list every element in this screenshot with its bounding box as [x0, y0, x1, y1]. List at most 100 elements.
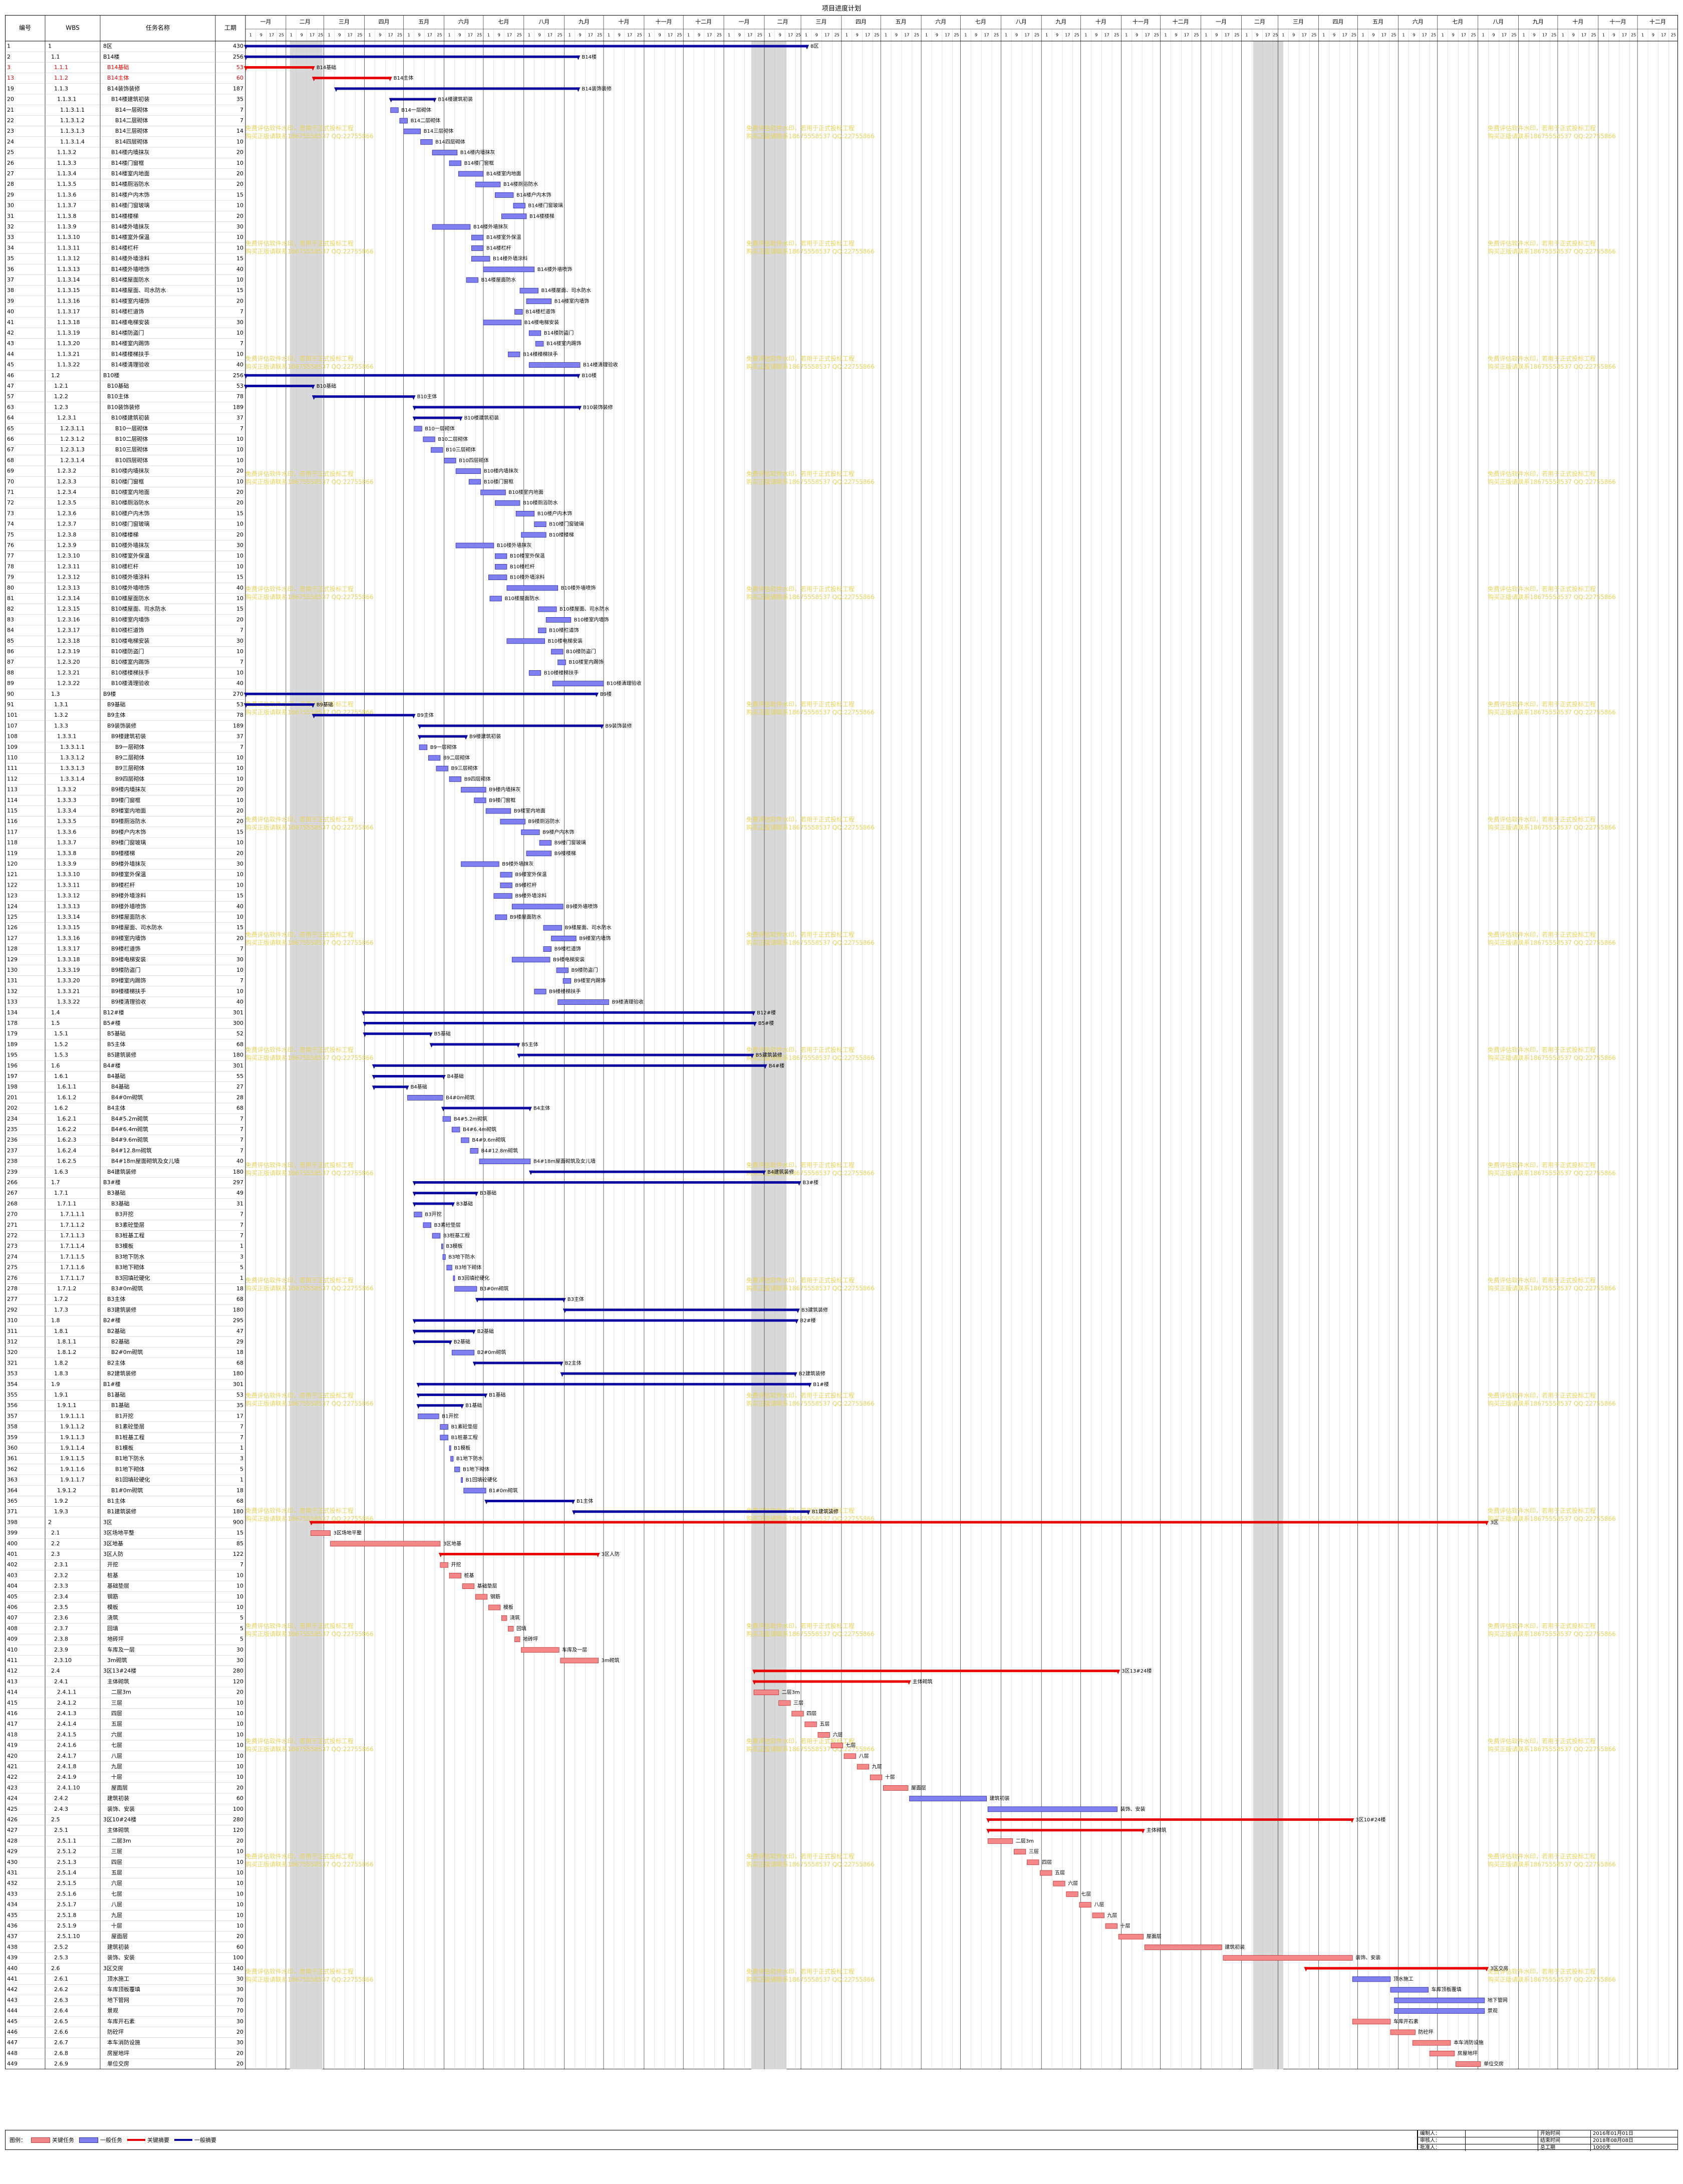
bar-label: 二层3m [782, 1690, 800, 1696]
task-id: 431 [7, 1869, 18, 1876]
summary-bar-start-cap [412, 1202, 417, 1207]
watermark-line: 购买正版请联系18675558537 QQ:22755866 [1488, 132, 1616, 140]
task-name: B10楼屋面防水 [111, 595, 150, 602]
summary-bar-start-cap [416, 1383, 421, 1388]
task-name: 3区交房 [103, 1965, 123, 1972]
task-wbs: 2.4 [51, 1668, 60, 1674]
day-tick-label: 25 [1351, 33, 1356, 38]
summary-bar [418, 1404, 463, 1407]
bar-label: B10楼楼梯 [549, 531, 574, 538]
task-name: B10楼电梯安装 [111, 637, 150, 644]
summary-bar-start-cap [438, 1553, 443, 1557]
task-id: 400 [7, 1540, 18, 1547]
task-name: 车库及一层 [107, 1646, 135, 1653]
task-bar [753, 1690, 779, 1696]
column-header: 编号 [19, 24, 31, 32]
bar-label: 景观 [1488, 2008, 1498, 2014]
bar-label: B5主体 [521, 1041, 538, 1047]
summary-bar [476, 1298, 565, 1301]
bar-label: B10楼 [582, 372, 597, 379]
info-cell [1466, 2144, 1538, 2151]
summary-bar [414, 1340, 451, 1343]
day-tick-label: 17 [788, 33, 793, 38]
task-wbs: 1.9.2 [54, 1498, 68, 1504]
day-tick-label: 17 [348, 33, 353, 38]
page-title: 项目进度计划 [821, 5, 861, 13]
bar-label: B3回填砼硬化 [458, 1275, 489, 1281]
task-name: B1基础 [111, 1402, 130, 1409]
task-id: 428 [7, 1837, 18, 1844]
task-duration: 7 [240, 1222, 243, 1228]
day-tick-label: 9 [1452, 33, 1455, 38]
day-tick-label: 1 [925, 33, 928, 38]
legend-item-normal-task: 一般任务 [79, 2136, 122, 2144]
task-name: 五层 [111, 1721, 122, 1727]
task-duration: 53 [236, 64, 243, 71]
summary-bar-start-cap [412, 1329, 417, 1334]
task-name: 三层 [111, 1848, 122, 1855]
task-duration: 7 [240, 659, 243, 665]
task-duration: 10 [236, 595, 243, 602]
task-name: B10楼外墙抹灰 [111, 541, 150, 549]
task-wbs: 1.1.3.20 [57, 340, 80, 347]
day-tick-label: 1 [1125, 33, 1128, 38]
bar-label: 3区地基 [443, 1540, 461, 1547]
task-id: 23 [7, 128, 14, 134]
task-id: 77 [7, 553, 14, 559]
task-id: 355 [7, 1392, 18, 1398]
task-id: 441 [7, 1976, 18, 1982]
summary-bar-end-cap [576, 55, 581, 60]
task-wbs: 2.5.2 [54, 1944, 68, 1950]
bar-label: B4主体 [533, 1106, 550, 1112]
task-wbs: 1.2.3.1 [57, 415, 76, 421]
summary-bar-start-cap [441, 1107, 446, 1112]
month-label: 三月 [1293, 19, 1304, 25]
task-wbs: 2.6 [51, 1965, 60, 1972]
task-wbs: 1.7.3 [54, 1306, 68, 1313]
task-id: 445 [7, 2018, 18, 2025]
task-id: 74 [7, 521, 14, 527]
task-bar [521, 1647, 559, 1653]
watermark-line: 购买正版请联系18675558537 QQ:22755866 [1488, 593, 1616, 601]
info-cell [1466, 2137, 1538, 2144]
task-id: 2 [7, 54, 11, 60]
task-duration: 5 [240, 1636, 243, 1643]
task-name: B14三层砌体 [115, 127, 148, 134]
task-id: 79 [7, 574, 14, 581]
bar-label: B14楼屋面防水 [481, 277, 516, 283]
task-bar [488, 1604, 501, 1610]
task-duration: 122 [233, 1551, 243, 1557]
task-name: 七层 [111, 1742, 122, 1749]
summary-bar [414, 1181, 800, 1184]
task-duration: 37 [236, 415, 243, 421]
bar-label: B10楼室内踢饰 [569, 659, 604, 665]
summary-bar [414, 1192, 477, 1195]
task-wbs: 1.7.1 [54, 1190, 68, 1196]
summary-bar-end-cap [471, 1329, 476, 1334]
summary-bar-start-cap [363, 1022, 367, 1026]
task-id: 321 [7, 1359, 18, 1366]
month-label: 六月 [458, 19, 469, 25]
bar-label: B9楼室外保温 [515, 871, 546, 878]
bar-label: B10楼栏杆 [510, 563, 535, 570]
task-name: B1地下防水 [115, 1455, 145, 1462]
task-duration: 53 [236, 383, 243, 389]
task-id: 69 [7, 468, 14, 474]
task-wbs: 1.9.1.1.1 [60, 1413, 85, 1419]
task-wbs: 1.1.3.3 [57, 160, 76, 166]
task-name: 桩基 [107, 1571, 118, 1578]
task-duration: 295 [233, 1317, 243, 1324]
task-wbs: 2.3 [51, 1551, 60, 1557]
task-name: B14楼室内踢饰 [111, 340, 150, 347]
day-tick-label: 1 [1523, 33, 1525, 38]
task-bar [506, 585, 558, 591]
task-name: B5建筑装修 [107, 1051, 137, 1058]
day-tick-label: 25 [994, 33, 999, 38]
task-name: B2基础 [111, 1338, 130, 1345]
task-wbs: 1.1.3.1.4 [60, 138, 85, 145]
bar-label: B10一层砌体 [425, 426, 455, 432]
task-wbs: 1.2.2 [54, 393, 68, 400]
bar-label: B10楼门窗玻璃 [549, 521, 584, 527]
task-duration: 10 [236, 914, 243, 920]
day-tick-label: 17 [1581, 33, 1586, 38]
